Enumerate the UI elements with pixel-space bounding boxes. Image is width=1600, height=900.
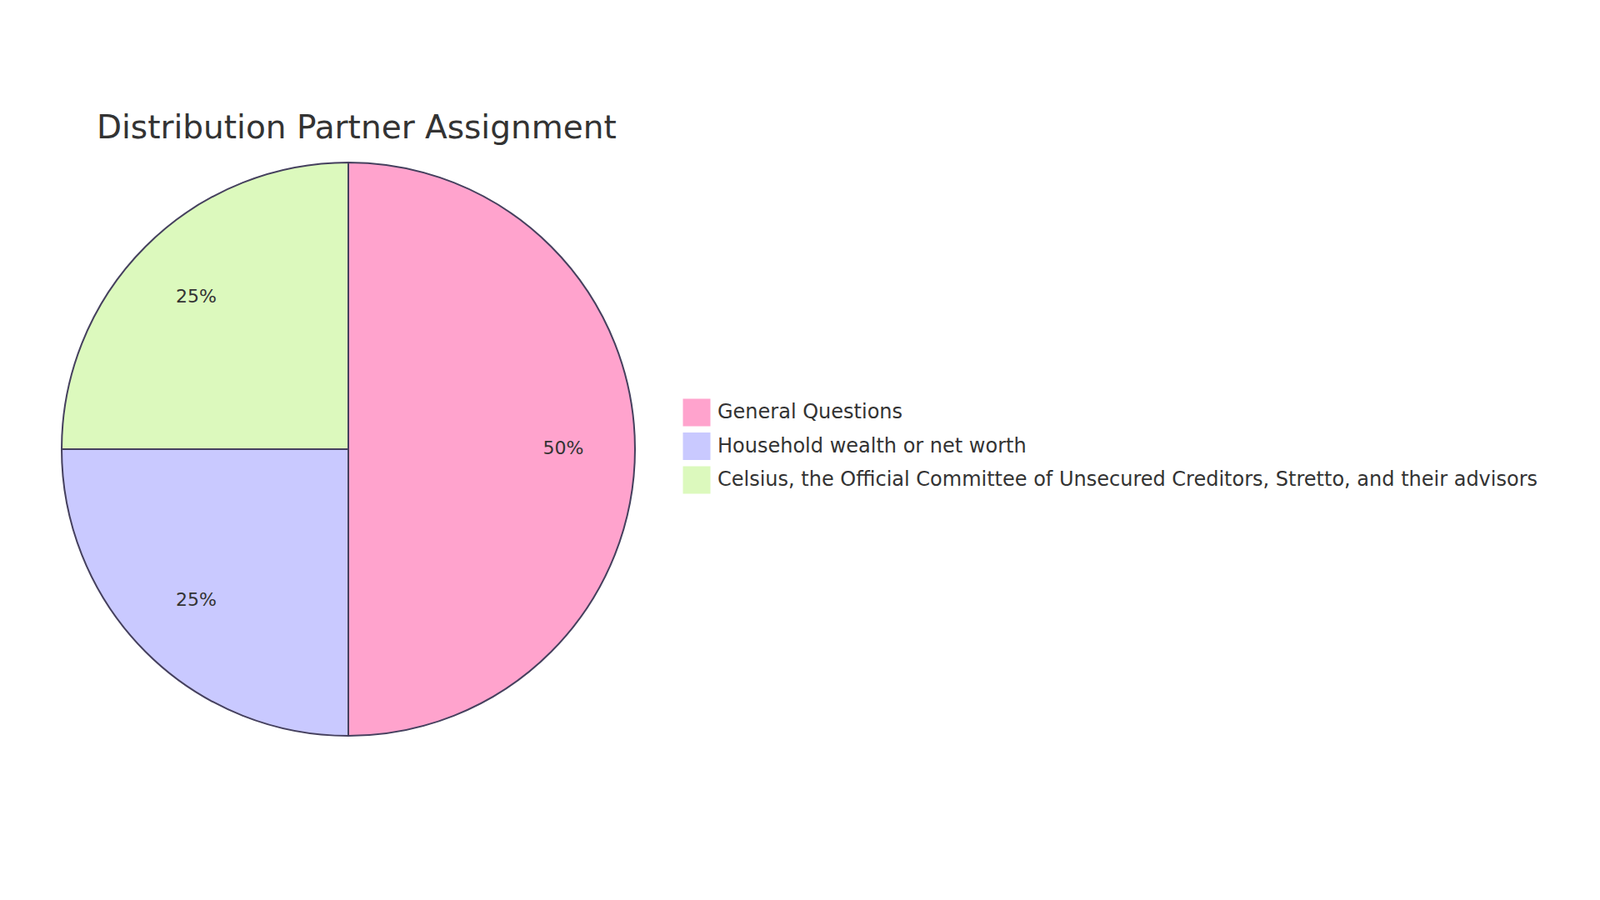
legend-swatch [682,465,711,495]
legend: General Questions Household wealth or net… [682,398,1538,495]
legend-swatch [682,398,711,427]
legend-swatch [682,432,711,461]
data-label: 25% [175,589,217,610]
legend-label: Household wealth or net worth [717,434,1027,458]
data-label: 25% [175,285,217,307]
slice [61,449,349,736]
title: Distribution Partner Assignment [96,108,617,146]
legend-label: Celsius, the Official Committee of Unsec… [717,467,1538,491]
data-label: 50% [543,437,585,459]
chart: Distribution Partner Assignment 50% 25% 25%… [0,0,1600,900]
slice [61,162,349,450]
slices [61,162,635,736]
legend-label: General Questions [717,400,903,424]
slice [348,162,635,736]
